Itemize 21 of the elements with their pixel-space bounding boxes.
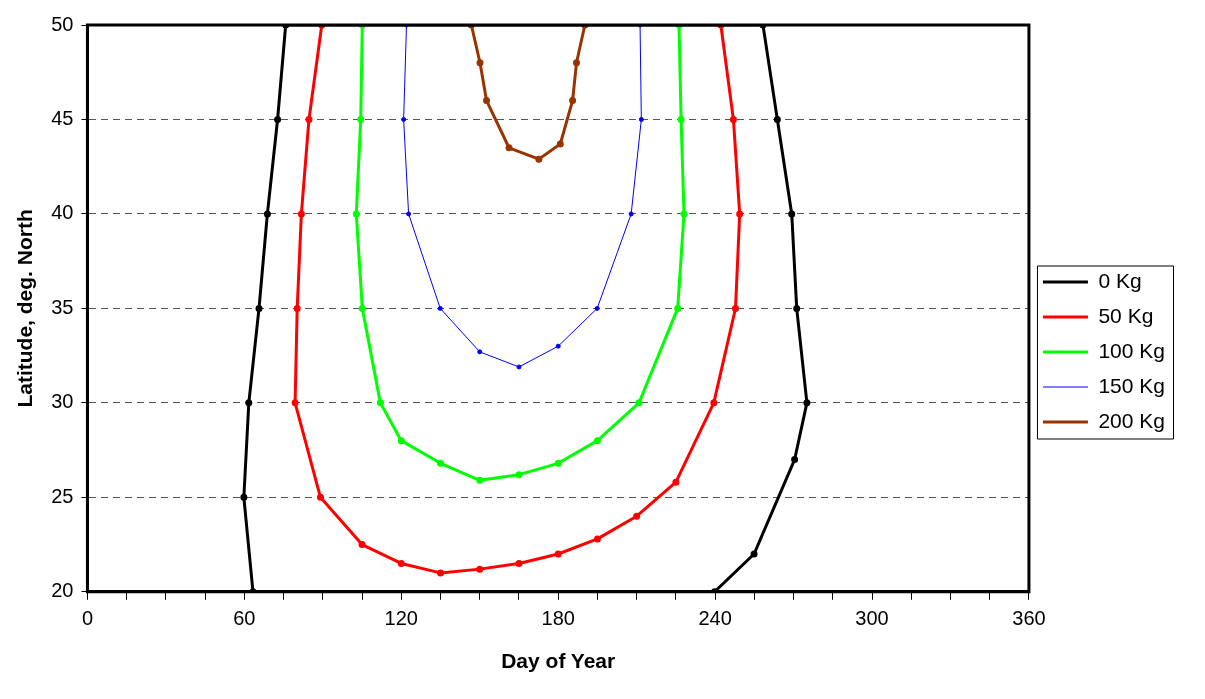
y-tick-label: 25 <box>51 484 74 507</box>
legend-label: 150 Kg <box>1098 373 1165 397</box>
x-tick-label: 0 <box>81 607 94 630</box>
x-tick-label: 60 <box>233 607 256 630</box>
y-tick-label: 50 <box>51 12 74 35</box>
x-axis-title: Day of Year <box>501 649 616 673</box>
y-tick-label: 30 <box>51 390 74 413</box>
x-tick-label: 300 <box>855 607 889 630</box>
legend-label: 0 Kg <box>1098 268 1142 292</box>
x-tick-label: 240 <box>698 607 732 630</box>
y-tick-label: 40 <box>51 201 74 224</box>
y-tick-label: 35 <box>51 295 74 318</box>
x-tick-label: 180 <box>541 607 575 630</box>
legend-label: 200 Kg <box>1098 408 1165 432</box>
x-tick-label: 120 <box>384 607 418 630</box>
y-tick-label: 45 <box>51 106 74 129</box>
y-tick-label: 20 <box>51 579 74 602</box>
legend-label: 100 Kg <box>1098 338 1165 362</box>
legend-label: 50 Kg <box>1098 303 1154 327</box>
y-axis-title: Latitude, deg. North <box>13 209 37 408</box>
x-tick-label: 360 <box>1012 607 1046 630</box>
